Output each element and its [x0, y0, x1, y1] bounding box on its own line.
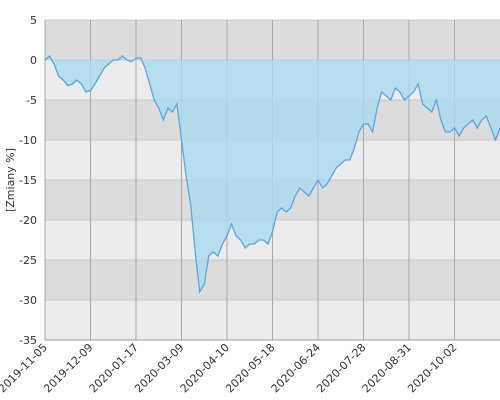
y-tick-label: -10 — [19, 134, 37, 147]
area — [45, 56, 500, 292]
y-tick-label: -20 — [19, 214, 37, 227]
y-tick-label: -5 — [26, 94, 37, 107]
line — [44, 54, 500, 295]
x-tick-label: 2020-10-02 — [405, 341, 459, 395]
y-tick-label: 0 — [30, 54, 37, 67]
y-tick-label: -30 — [19, 294, 37, 307]
y-tick-label: -35 — [19, 334, 37, 347]
y-axis-label: [Zmiany %] — [4, 148, 17, 212]
y-tick-label: -25 — [19, 254, 37, 267]
y-tick-label: -15 — [19, 174, 37, 187]
y-tick-label: 5 — [30, 14, 37, 27]
